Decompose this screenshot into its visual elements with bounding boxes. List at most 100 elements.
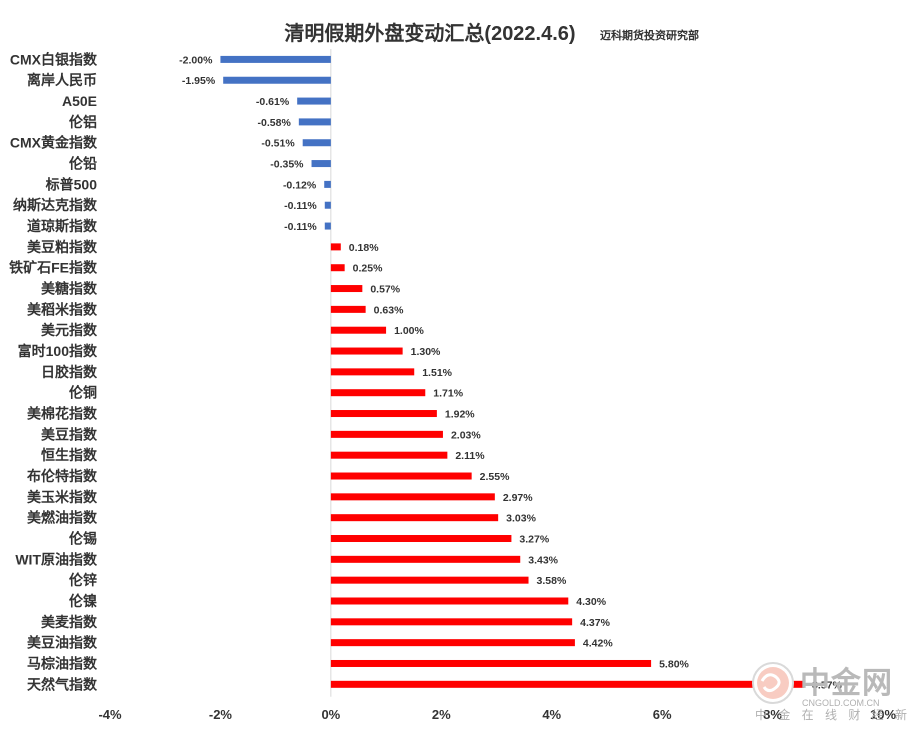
- category-label: WIT原油指数: [15, 551, 98, 567]
- category-label: 美元指数: [41, 322, 98, 338]
- x-tick-label: 4%: [542, 707, 561, 722]
- data-label: 0.57%: [370, 284, 400, 296]
- bar: [330, 659, 652, 667]
- category-label: 美棉花指数: [27, 406, 98, 422]
- bar: [324, 201, 331, 209]
- data-label: -0.12%: [283, 179, 317, 191]
- data-label: -2.00%: [179, 54, 213, 66]
- bar: [330, 368, 415, 376]
- x-tick-label: 8%: [763, 707, 782, 722]
- category-label: 美豆粕指数: [27, 239, 98, 255]
- data-label: 1.30%: [411, 346, 441, 358]
- bar: [330, 576, 529, 584]
- bar: [297, 97, 331, 105]
- x-tick-label: -2%: [209, 707, 233, 722]
- bar: [220, 55, 331, 63]
- data-label: -0.11%: [284, 221, 317, 233]
- bar: [223, 76, 331, 84]
- bar: [330, 410, 437, 418]
- data-label: 4.30%: [576, 596, 606, 608]
- category-label: 美豆油指数: [27, 635, 98, 651]
- category-label: 伦铝: [69, 114, 97, 130]
- bar: [330, 535, 512, 543]
- value-labels: -2.00% -1.95% -0.61% -0.58% -0.51% -0.35% -0.1…: [179, 54, 842, 691]
- chart-subtitle: 迈科期货投资研究部: [600, 28, 699, 42]
- bar: [324, 180, 331, 188]
- category-label: 恒生指数: [41, 447, 98, 463]
- x-tick-label: 2%: [432, 707, 451, 722]
- data-label: 0.18%: [349, 242, 379, 254]
- chart-title: 清明假期外盘变动汇总(2022.4.6): [284, 21, 575, 45]
- data-label: -0.35%: [270, 159, 304, 171]
- category-label: 伦锌: [69, 572, 97, 588]
- bar: [311, 160, 331, 168]
- category-label: 日胶指数: [41, 364, 98, 380]
- data-label: 3.03%: [506, 513, 536, 525]
- category-label: 美燃油指数: [27, 510, 98, 526]
- data-label: 5.80%: [659, 658, 689, 670]
- data-label: 3.43%: [528, 554, 558, 566]
- bar: [330, 680, 805, 688]
- watermark-tagline: 中 金 在 线 财 经 新 媒 体: [755, 707, 909, 722]
- watermark-logo-icon: [752, 662, 794, 704]
- data-label: 4.37%: [580, 617, 610, 629]
- data-label: 2.55%: [480, 471, 510, 483]
- category-label: 伦镍: [69, 593, 97, 609]
- data-label: -0.61%: [256, 96, 290, 108]
- bars: [220, 55, 805, 688]
- category-label: 富时100指数: [18, 343, 98, 359]
- category-label: A50E: [62, 93, 97, 109]
- data-label: 2.97%: [503, 492, 533, 504]
- category-label: 美玉米指数: [27, 489, 98, 505]
- bar: [324, 222, 331, 230]
- category-label: 伦铅: [69, 156, 97, 172]
- bar: [302, 139, 331, 147]
- bar: [330, 430, 443, 438]
- bar: [330, 514, 499, 522]
- bar: [330, 639, 575, 647]
- bar: [330, 347, 403, 355]
- bar: [330, 389, 426, 397]
- category-label: 马棕油指数: [27, 655, 98, 671]
- x-tick-label: 0%: [321, 707, 340, 722]
- data-label: 4.42%: [583, 638, 613, 650]
- bar: [330, 555, 521, 563]
- data-label: 1.92%: [445, 409, 475, 421]
- data-label: 0.63%: [374, 304, 404, 316]
- bar: [330, 326, 387, 334]
- category-label: 伦锡: [69, 531, 97, 547]
- data-label: 1.51%: [422, 367, 452, 379]
- data-label: -0.51%: [261, 138, 295, 150]
- data-label: 1.71%: [433, 388, 463, 400]
- category-label: 美豆指数: [41, 426, 98, 442]
- x-tick-label: 6%: [653, 707, 672, 722]
- data-label: 3.27%: [519, 534, 549, 546]
- x-tick-label: -4%: [98, 707, 122, 722]
- category-label: 天然气指数: [27, 676, 98, 692]
- bar: [330, 472, 472, 480]
- category-label: 纳斯达克指数: [13, 197, 98, 213]
- category-label: 道琼斯指数: [27, 218, 98, 234]
- data-label: 2.03%: [451, 429, 481, 441]
- category-label: 标普500: [45, 176, 98, 192]
- data-label: 3.58%: [537, 575, 567, 587]
- category-label: 美麦指数: [41, 614, 98, 630]
- x-tick-label: 10%: [870, 707, 896, 722]
- data-label: -0.11%: [284, 200, 317, 212]
- data-label: 2.11%: [455, 450, 485, 462]
- watermark-domain: CNGOLD.COM.CN: [802, 698, 880, 708]
- category-label: 布伦特指数: [27, 468, 98, 484]
- x-tick-labels: -4% -2% 0% 2% 4% 6% 8% 10%: [98, 707, 896, 722]
- category-label: CMX白银指数: [10, 51, 98, 67]
- bar: [330, 451, 448, 459]
- category-label: 美糖指数: [41, 281, 98, 297]
- category-label: 伦铜: [69, 385, 97, 401]
- bar: [330, 305, 366, 313]
- bar: [330, 285, 363, 293]
- category-label: 离岸人民币: [27, 72, 97, 88]
- data-label: -0.58%: [258, 117, 292, 129]
- watermark-brand: 中金网: [800, 666, 893, 700]
- data-label: 8.57%: [812, 679, 842, 691]
